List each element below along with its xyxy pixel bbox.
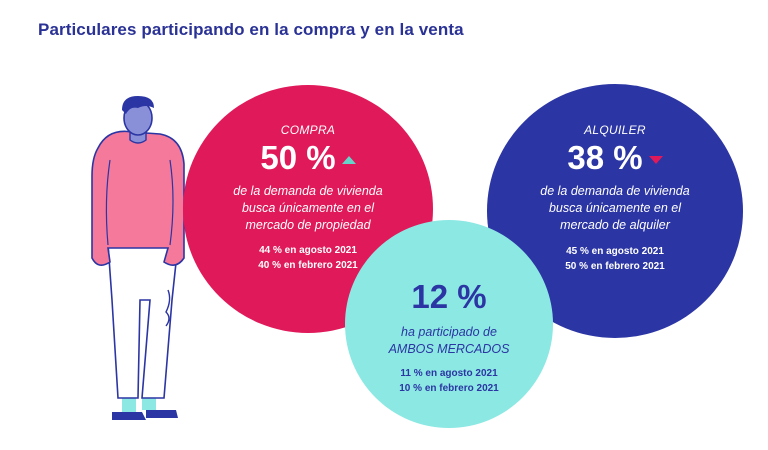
compra-history: 44 % en agosto 2021 40 % en febrero 2021: [183, 243, 433, 273]
compra-value: 50 %: [183, 139, 433, 177]
ambos-value: 12 %: [411, 278, 487, 315]
alquiler-label: ALQUILER: [584, 123, 646, 137]
trend-up-icon: [341, 156, 356, 165]
ambos-circle: 12 % ha participado de AMBOS MERCADOS 11…: [345, 220, 553, 428]
ambos-desc-line: AMBOS MERCADOS: [388, 342, 510, 356]
compra-circle: COMPRA 50 % de la demanda de vivienda bu…: [183, 85, 433, 333]
ambos-history-line: 11 % en agosto 2021: [400, 368, 498, 379]
trend-down-icon: [648, 156, 663, 165]
alquiler-history: 45 % en agosto 2021 50 % en febrero 2021: [487, 244, 743, 274]
alquiler-desc-line: mercado de alquiler: [560, 218, 670, 232]
compra-history-line: 40 % en febrero 2021: [258, 260, 358, 271]
compra-value-text: 50 %: [260, 139, 336, 176]
ambos-history: 11 % en agosto 2021 10 % en febrero 2021: [345, 366, 553, 396]
compra-description: de la demanda de vivienda busca únicamen…: [183, 183, 433, 234]
ambos-description: ha participado de AMBOS MERCADOS: [345, 324, 553, 358]
page-title: Particulares participando en la compra y…: [38, 20, 464, 39]
alquiler-value-text: 38 %: [567, 139, 643, 176]
alquiler-history-line: 45 % en agosto 2021: [566, 246, 664, 257]
compra-history-line: 44 % en agosto 2021: [259, 245, 357, 256]
compra-desc-line: de la demanda de vivienda: [233, 184, 383, 198]
ambos-history-line: 10 % en febrero 2021: [399, 383, 499, 394]
alquiler-history-line: 50 % en febrero 2021: [565, 261, 665, 272]
ambos-desc-line: ha participado de: [401, 325, 497, 339]
compra-desc-line: mercado de propiedad: [245, 218, 371, 232]
compra-label: COMPRA: [280, 123, 336, 137]
alquiler-description: de la demanda de vivienda busca únicamen…: [487, 183, 743, 234]
compra-desc-line: busca únicamente en el: [241, 201, 375, 215]
alquiler-value: 38 %: [487, 139, 743, 177]
alquiler-desc-line: busca únicamente en el: [548, 201, 682, 215]
alquiler-desc-line: de la demanda de vivienda: [540, 184, 690, 198]
